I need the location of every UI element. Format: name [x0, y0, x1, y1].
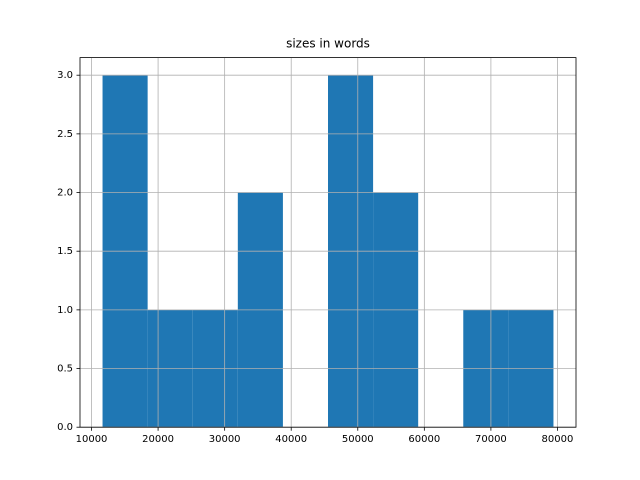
x-tick-label: 40000	[275, 434, 307, 445]
y-tick-label: 2.0	[57, 188, 73, 199]
y-tick-label: 1.0	[57, 305, 73, 316]
y-tick-label: 2.5	[57, 129, 73, 140]
x-tick-label: 80000	[542, 434, 574, 445]
chart-title: sizes in words	[286, 37, 370, 51]
y-tick-label: 1.5	[57, 246, 73, 257]
y-tick-label: 0.0	[57, 422, 73, 433]
x-tick-label: 30000	[209, 434, 241, 445]
x-tick-label: 20000	[142, 434, 174, 445]
x-tick-label: 70000	[475, 434, 507, 445]
y-tick-label: 0.5	[57, 364, 73, 375]
plot-frame	[79, 57, 577, 428]
x-tick-label: 50000	[342, 434, 374, 445]
x-tick-label: 60000	[408, 434, 440, 445]
y-tick-label: 3.0	[57, 70, 73, 81]
x-tick-label: 10000	[76, 434, 108, 445]
